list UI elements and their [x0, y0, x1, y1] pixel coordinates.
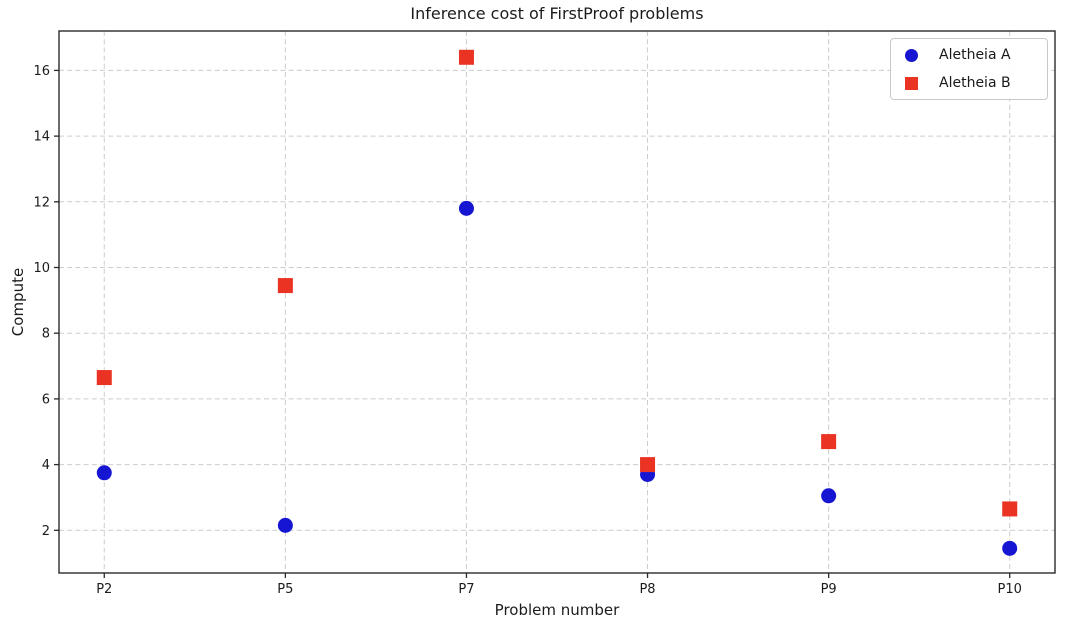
scatter-point-aletheia-b [277, 278, 293, 294]
scatter-point-aletheia-a [821, 488, 837, 504]
scatter-point-aletheia-a [1002, 540, 1018, 556]
scatter-point-aletheia-a [96, 465, 112, 481]
scatter-point-aletheia-b [96, 370, 112, 386]
chart-title: Inference cost of FirstProof problems [410, 4, 704, 23]
legend-label: Aletheia A [939, 47, 1011, 63]
scatter-point-aletheia-b [640, 457, 656, 473]
x-axis-label: Problem number [494, 601, 620, 619]
y-axis-label: Compute [9, 267, 27, 337]
scatter-point-aletheia-b [458, 49, 474, 65]
legend-item-aletheia-a: Aletheia A [891, 41, 1047, 69]
axes-spines [58, 30, 1056, 574]
scatter-point-aletheia-b [1002, 501, 1018, 517]
scatter-point-aletheia-a [277, 517, 293, 533]
circle-marker-icon [905, 48, 918, 62]
x-tick-label: P8 [639, 582, 655, 597]
y-tick-label: 14 [33, 130, 50, 145]
y-tick-label: 6 [42, 392, 50, 407]
scatter-point-aletheia-a [458, 200, 474, 216]
y-tick-label: 12 [33, 195, 50, 210]
legend: Aletheia A Aletheia B [890, 38, 1048, 100]
x-tick-label: P7 [458, 582, 474, 597]
x-tick-label: P2 [96, 582, 112, 597]
x-tick-label: P9 [821, 582, 837, 597]
x-tick-label: P5 [277, 582, 293, 597]
scatter-point-aletheia-b [821, 434, 837, 450]
y-tick-label: 8 [42, 327, 50, 342]
legend-label: Aletheia B [939, 75, 1011, 91]
y-tick-label: 4 [42, 458, 50, 473]
x-tick-label: P10 [998, 582, 1022, 597]
square-marker-icon [905, 76, 918, 90]
y-tick-label: 2 [42, 524, 50, 539]
y-tick-label: 16 [33, 64, 50, 79]
legend-item-aletheia-b: Aletheia B [891, 69, 1047, 97]
y-tick-label: 10 [33, 261, 50, 276]
